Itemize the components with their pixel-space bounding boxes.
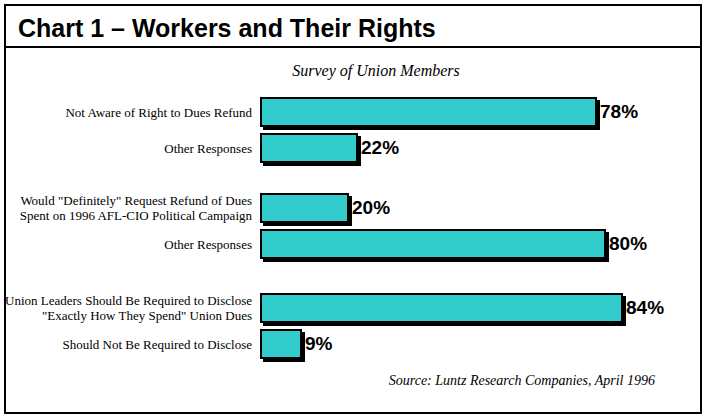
category-label: Union Leaders Should Be Required to Disc… [0,293,252,323]
bar-row: Should Not Be Required to Disclose 9% [0,329,707,359]
value-label: 9% [305,329,332,359]
bar-row: Not Aware of Right to Dues Refund 78% [0,97,707,127]
bar [260,329,302,359]
source-note: Source: Luntz Research Companies, April … [389,373,655,389]
bar [260,97,597,127]
value-label: 78% [600,97,638,127]
bar-row: Other Responses 22% [0,133,707,163]
value-label: 22% [361,133,399,163]
bar-row: Other Responses 80% [0,229,707,259]
bar-chart: Not Aware of Right to Dues Refund 78% Othe… [0,0,707,419]
value-label: 20% [352,193,390,223]
value-label: 84% [626,293,664,323]
category-label: Other Responses [0,229,252,259]
category-label: Not Aware of Right to Dues Refund [0,97,252,127]
bar [260,229,606,259]
bar [260,193,349,223]
category-label: Would "Definitely" Request Refund of Due… [0,193,252,223]
chart-page: Chart 1 – Workers and Their Rights Surve… [0,0,707,419]
bar-row: Union Leaders Should Be Required to Disc… [0,293,707,323]
category-label: Other Responses [0,133,252,163]
bar [260,133,358,163]
value-label: 80% [609,229,647,259]
category-label: Should Not Be Required to Disclose [0,329,252,359]
bar [260,293,623,323]
bar-row: Would "Definitely" Request Refund of Due… [0,193,707,223]
